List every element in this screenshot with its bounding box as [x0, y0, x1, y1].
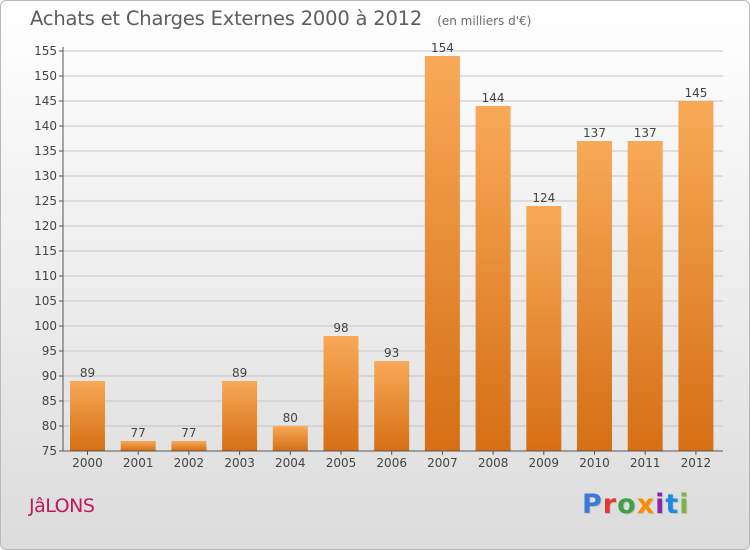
x-tick-label: 2011	[630, 456, 661, 470]
logo-letter: o	[617, 489, 637, 520]
data-label: 137	[634, 126, 657, 140]
bar	[678, 101, 714, 451]
bars: 89 77 77 89 80 98 93 154 144 124 137 137 145	[70, 41, 714, 451]
axes: 75 80 85 90 95 100 105 110 115 120 125 130 135 140 145…	[34, 44, 723, 470]
bar	[222, 381, 258, 451]
data-label: 98	[333, 321, 348, 335]
logo-letter: P	[582, 489, 603, 520]
bar	[374, 361, 410, 451]
logo-letter: x	[636, 489, 656, 520]
y-tick-label: 155	[34, 44, 57, 58]
x-tick-label: 2009	[529, 456, 560, 470]
y-tick-label: 90	[42, 369, 57, 383]
data-label: 137	[583, 126, 606, 140]
x-tick-label: 2007	[427, 456, 458, 470]
logo-letter: i	[655, 489, 666, 520]
data-label: 145	[684, 86, 707, 100]
chart-unit: (en milliers d'€)	[437, 14, 532, 28]
bar	[475, 106, 511, 451]
bar	[272, 426, 308, 451]
x-tick-label: 2010	[579, 456, 610, 470]
y-tick-label: 110	[34, 269, 57, 283]
x-tick-label: 2003	[224, 456, 255, 470]
x-tick-label: 2004	[275, 456, 306, 470]
commune-name: JâLONS	[29, 495, 95, 517]
bar	[120, 441, 156, 451]
bar	[70, 381, 105, 451]
x-tick-label: 2006	[376, 456, 407, 470]
y-tick-label: 135	[34, 144, 57, 158]
x-tick-label: 2008	[478, 456, 509, 470]
bar	[526, 206, 562, 451]
x-tick-label: 2001	[123, 456, 154, 470]
chart-title: Achats et Charges Externes 2000 à 2012	[30, 7, 423, 30]
y-tick-label: 120	[34, 219, 57, 233]
y-tick-label: 80	[42, 419, 57, 433]
y-tick-label: 95	[42, 344, 57, 358]
data-label: 89	[232, 366, 247, 380]
y-tick-label: 85	[42, 394, 57, 408]
data-label: 89	[80, 366, 95, 380]
x-tick-label: 2002	[174, 456, 205, 470]
y-tick-label: 130	[34, 169, 57, 183]
data-label: 80	[283, 411, 298, 425]
data-label: 77	[131, 426, 146, 440]
logo-letter: r	[602, 489, 618, 520]
y-tick-label: 145	[34, 94, 57, 108]
bar	[424, 56, 460, 451]
y-tick-label: 125	[34, 194, 57, 208]
x-tick-label: 2000	[72, 456, 103, 470]
y-tick-label: 140	[34, 119, 57, 133]
grid-lines	[63, 50, 723, 427]
bar	[577, 141, 612, 451]
bar	[627, 141, 663, 451]
title-row: Achats et Charges Externes 2000 à 2012 (…	[30, 7, 531, 30]
bar	[323, 336, 359, 451]
data-label: 93	[384, 346, 399, 360]
logo-letter: t	[665, 489, 680, 520]
x-tick-label: 2012	[681, 456, 712, 470]
proxiti-logo: Proxiti	[582, 489, 690, 520]
y-tick-label: 150	[34, 69, 57, 83]
data-label: 144	[482, 91, 505, 105]
data-label: 77	[181, 426, 196, 440]
y-tick-label: 115	[34, 244, 57, 258]
bar	[171, 441, 207, 451]
y-tick-label: 105	[34, 294, 57, 308]
y-tick-label: 100	[34, 319, 57, 333]
y-tick-label: 75	[42, 444, 57, 458]
data-label: 124	[532, 191, 555, 205]
logo-letter: i	[679, 489, 690, 520]
x-tick-label: 2005	[326, 456, 357, 470]
data-label: 154	[431, 41, 454, 55]
